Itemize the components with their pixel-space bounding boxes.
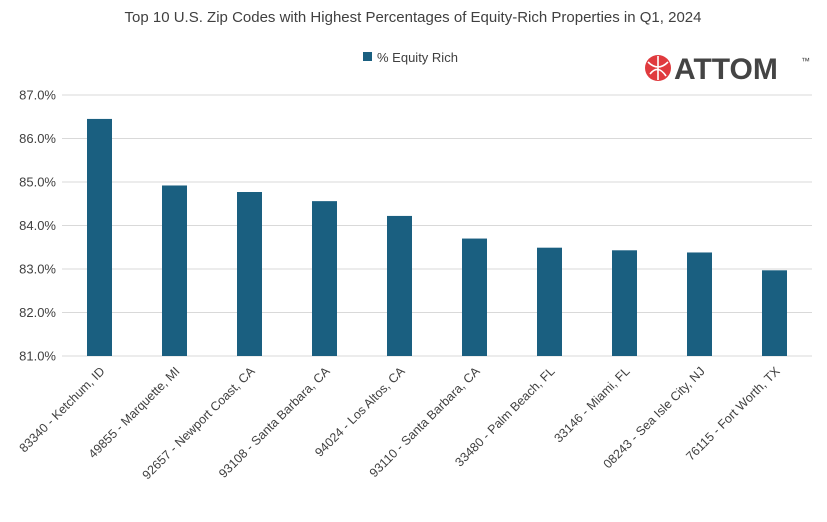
bar (87, 118, 112, 356)
logo-wordmark: ATTOM (674, 53, 778, 86)
y-tick-label: 81.0% (19, 349, 56, 364)
bar (462, 238, 487, 356)
bar (237, 192, 262, 356)
y-tick-label: 83.0% (19, 262, 56, 277)
bar (762, 270, 787, 356)
chart-title: Top 10 U.S. Zip Codes with Highest Perce… (125, 9, 702, 26)
x-tick-label: 83340 - Ketchum, ID (17, 364, 108, 455)
bars (87, 118, 787, 356)
y-tick-label: 87.0% (19, 88, 56, 103)
legend: % Equity Rich (363, 50, 458, 65)
y-tick-label: 82.0% (19, 305, 56, 320)
legend-label: % Equity Rich (377, 50, 458, 65)
legend-swatch (363, 52, 372, 61)
y-tick-label: 85.0% (19, 175, 56, 190)
logo-globe-lines-icon (647, 56, 669, 80)
bar (162, 185, 187, 356)
attom-logo: ATTOM ™ (645, 53, 810, 86)
y-tick-label: 86.0% (19, 131, 56, 146)
y-axis: 81.0% 82.0% 83.0% 84.0% 85.0% 86.0% 87.0% (19, 88, 56, 364)
bar (537, 247, 562, 356)
bar (687, 252, 712, 356)
bar (312, 201, 337, 356)
bar (612, 250, 637, 356)
x-tick-label: 33146 - Miami, FL (551, 364, 632, 445)
bar (387, 215, 412, 356)
y-tick-label: 84.0% (19, 218, 56, 233)
logo-trademark: ™ (801, 56, 810, 66)
